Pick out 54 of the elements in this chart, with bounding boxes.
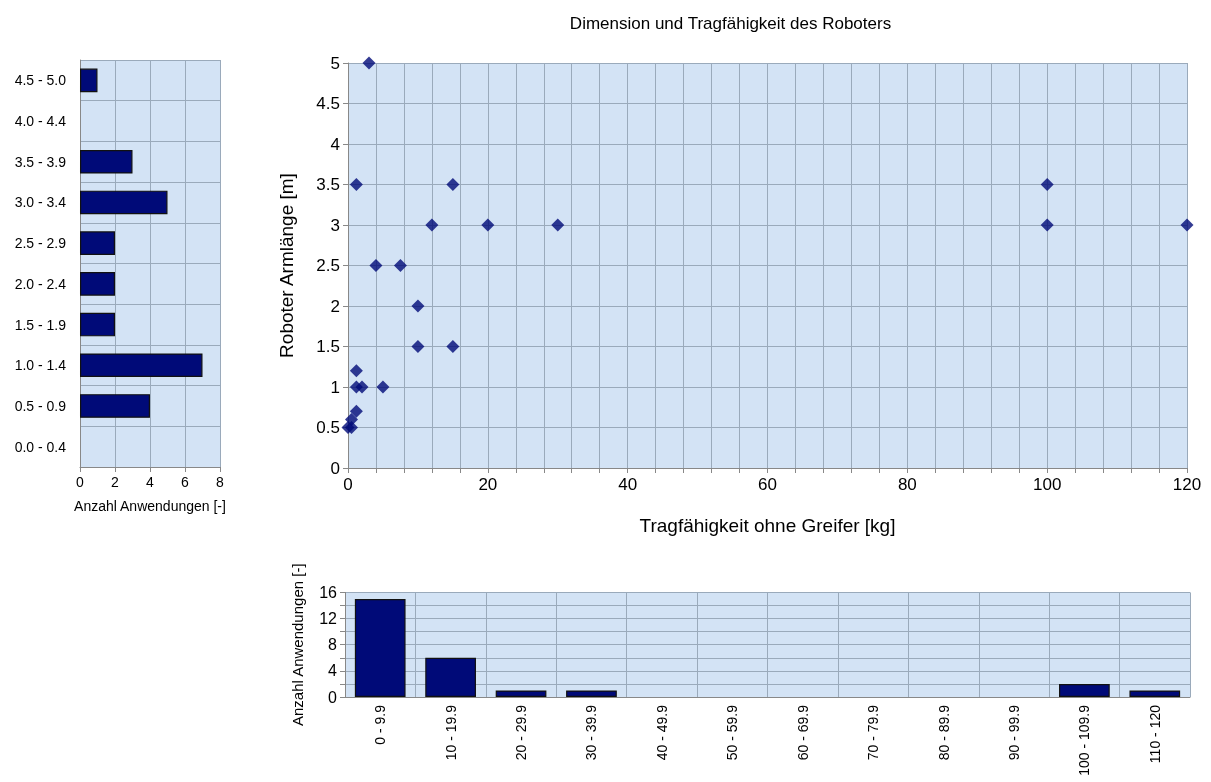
x-tick-label: 0: [343, 475, 353, 494]
y-axis-title: Roboter Armlänge [m]: [276, 173, 297, 358]
y-tick-label: 4: [330, 134, 340, 154]
y-tick-label: 4.5: [316, 94, 340, 113]
y-tick-label: 0.0 - 0.4: [14, 438, 67, 455]
y-tick-label: 4: [328, 662, 338, 680]
y-tick-label: 1.5: [316, 337, 340, 356]
x-tick-label: 60: [758, 475, 777, 494]
y-tick-label: 3.5: [316, 175, 340, 194]
x-tick-label: 30 - 39.9: [583, 704, 600, 761]
x-tick-label: 80 - 89.9: [935, 704, 952, 761]
x-tick-label: 0: [76, 474, 85, 490]
x-tick-label: 40: [618, 475, 638, 494]
x-tick-label: 110 - 120: [1146, 704, 1163, 764]
y-tick-label: 16: [319, 583, 338, 601]
x-tick-label: 4: [146, 474, 155, 490]
y-tick-label: 3.5 - 3.9: [14, 153, 67, 170]
x-tick-label: 2: [111, 474, 120, 490]
chart-title: Dimension und Tragfähigkeit des Roboters: [569, 14, 892, 33]
y-tick-label: 2.0 - 2.4: [14, 275, 67, 292]
y-tick-label: 0: [328, 688, 338, 706]
x-tick-label: 6: [181, 474, 190, 490]
y-tick-label: 1.0 - 1.4: [14, 357, 67, 374]
y-tick-label: 3: [330, 215, 340, 235]
y-tick-label: 4.5 - 5.0: [14, 72, 67, 89]
x-tick-label: 70 - 79.9: [865, 704, 882, 761]
y-tick-label: 3.0 - 3.4: [14, 194, 67, 211]
x-tick-label: 100: [1032, 475, 1062, 494]
x-tick-label: 100 - 109.9: [1076, 704, 1093, 776]
x-axis-title: Anzahl Anwendungen [-]: [74, 498, 226, 514]
x-tick-label: 20: [478, 475, 498, 494]
x-tick-label: 40 - 49.9: [653, 704, 670, 761]
y-tick-label: 2.5: [316, 256, 340, 275]
x-tick-label: 0 - 9.9: [372, 704, 389, 745]
x-tick-label: 120: [1172, 475, 1202, 494]
y-axis-title: Anzahl Anwendungen [-]: [289, 563, 306, 727]
x-tick-label: 50 - 59.9: [724, 704, 741, 761]
y-tick-label: 1.5 - 1.9: [14, 316, 67, 333]
y-tick-label: 1: [330, 377, 340, 397]
x-tick-label: 60 - 69.9: [794, 704, 811, 761]
y-tick-label: 0.5 - 0.9: [14, 397, 67, 414]
x-tick-label: 8: [216, 474, 225, 490]
y-tick-label: 5: [330, 53, 340, 73]
x-tick-label: 10 - 19.9: [442, 704, 459, 761]
y-tick-label: 4.0 - 4.4: [14, 113, 67, 130]
x-axis-title: Tragfähigkeit ohne Greifer [kg]: [639, 515, 896, 536]
x-tick-label: 20 - 29.9: [513, 704, 530, 761]
y-tick-label: 8: [328, 636, 338, 654]
y-tick-label: 2.5 - 2.9: [14, 235, 67, 252]
x-tick-label: 90 - 99.9: [1005, 704, 1022, 761]
x-tick-label: 80: [897, 475, 917, 494]
y-tick-label: 0.5: [316, 418, 340, 437]
y-tick-label: 2: [330, 296, 340, 316]
y-tick-label: 12: [319, 610, 338, 628]
